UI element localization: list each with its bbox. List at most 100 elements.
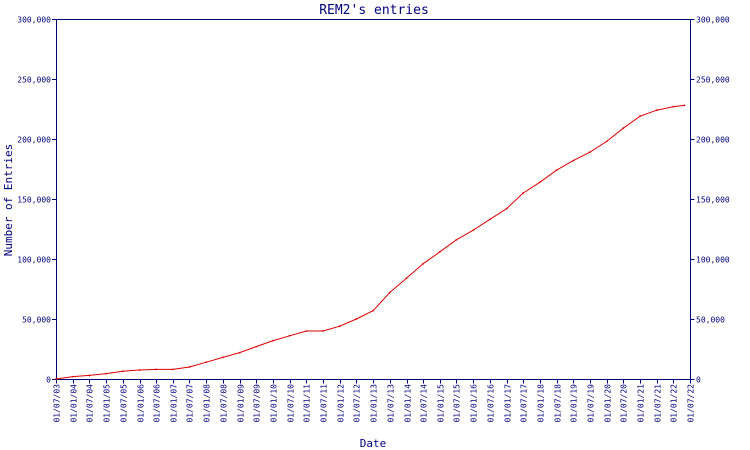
data-point xyxy=(605,140,608,143)
x-tick-label: 01/07/06 xyxy=(153,384,162,423)
y-tick-label-left: 250,000 xyxy=(17,76,51,85)
x-tick-label: 01/01/06 xyxy=(137,384,146,423)
data-point xyxy=(672,105,675,108)
data-point xyxy=(121,370,124,373)
y-tick-label-right: 200,000 xyxy=(696,136,730,145)
y-tick-label-right: 300,000 xyxy=(696,16,730,25)
y-tick-label-left: 150,000 xyxy=(17,196,51,205)
data-point xyxy=(372,309,375,312)
data-point xyxy=(422,262,424,265)
x-tick-label: 01/01/20 xyxy=(604,384,613,423)
x-tick-label: 01/07/12 xyxy=(353,384,362,423)
x-tick-label: 01/07/07 xyxy=(186,384,195,423)
data-point xyxy=(288,334,291,337)
y-tick-label-left: 50,000 xyxy=(22,316,51,325)
data-point xyxy=(555,169,558,172)
data-point xyxy=(589,151,591,154)
data-point xyxy=(338,325,341,328)
data-point xyxy=(138,369,141,371)
y-tick-label-left: 200,000 xyxy=(17,136,51,145)
y-tick-label-left: 100,000 xyxy=(17,256,51,265)
data-point xyxy=(105,372,108,375)
y-axis-left: 0 50,000 100,000 150,000 200,000 250,000 300,0… xyxy=(17,16,56,385)
y-tick-label-right: 250,000 xyxy=(696,76,730,85)
x-tick-label: 01/01/19 xyxy=(570,384,579,423)
data-point xyxy=(505,207,508,210)
series-line xyxy=(55,104,685,380)
x-tick-label: 01/07/17 xyxy=(520,384,529,423)
y-tick-label-left: 0 xyxy=(46,376,51,385)
y-tick-label-right: 150,000 xyxy=(696,196,730,205)
y-tick-label-left: 300,000 xyxy=(17,16,51,25)
data-point xyxy=(55,378,57,380)
x-tick-label: 01/07/13 xyxy=(387,384,396,423)
x-tick-label: 01/01/04 xyxy=(70,384,79,423)
x-tick-label: 01/07/21 xyxy=(654,384,663,423)
x-tick-label: 01/01/08 xyxy=(203,384,212,423)
x-tick-label: 01/07/05 xyxy=(120,384,129,423)
x-tick-label: 01/01/16 xyxy=(470,384,479,423)
x-tick-label: 01/01/14 xyxy=(404,384,413,423)
data-point xyxy=(622,127,625,130)
chart-title: REM2's entries xyxy=(319,3,429,18)
x-tick-label: 01/01/22 xyxy=(670,384,679,423)
x-axis-label: Date xyxy=(360,437,387,450)
x-tick-label: 01/07/03 xyxy=(53,384,62,423)
x-tick-label: 01/07/11 xyxy=(320,384,329,423)
y-axis-right: 0 50,000 100,000 150,000 200,000 250,000 300,0… xyxy=(690,16,730,385)
x-axis: 01/07/03 01/01/04 01/07/04 01/01/05 01/07/05… xyxy=(53,379,696,423)
x-tick-label: 01/07/14 xyxy=(420,384,429,423)
data-point xyxy=(238,351,241,354)
y-tick-label-right: 50,000 xyxy=(696,316,725,325)
data-point xyxy=(439,250,441,253)
y-tick-label-right: 0 xyxy=(696,376,701,385)
y-axis-label: Number of Entries xyxy=(2,144,15,257)
y-tick-label-right: 100,000 xyxy=(696,256,730,265)
x-tick-label: 01/07/04 xyxy=(86,384,95,423)
x-tick-label: 01/01/13 xyxy=(370,384,379,423)
data-point xyxy=(539,181,541,184)
data-point xyxy=(472,229,475,232)
data-point xyxy=(405,277,408,280)
series-points xyxy=(55,104,686,380)
data-point xyxy=(272,339,274,342)
x-tick-label: 01/07/22 xyxy=(687,384,696,423)
data-point xyxy=(655,109,658,112)
data-point xyxy=(488,218,491,221)
data-point xyxy=(71,375,74,378)
data-point xyxy=(683,104,686,107)
data-point xyxy=(322,330,324,332)
x-tick-label: 01/07/08 xyxy=(220,384,229,423)
x-tick-label: 01/01/11 xyxy=(303,384,312,423)
x-tick-label: 01/07/16 xyxy=(487,384,496,423)
data-point xyxy=(388,291,391,294)
data-point xyxy=(222,356,224,359)
data-point xyxy=(255,345,258,348)
x-tick-label: 01/07/10 xyxy=(287,384,296,423)
x-tick-label: 01/01/10 xyxy=(270,384,279,423)
data-point xyxy=(639,115,641,118)
data-point xyxy=(205,361,208,364)
x-tick-label: 01/01/18 xyxy=(537,384,546,423)
x-tick-label: 01/01/17 xyxy=(504,384,513,423)
x-tick-label: 01/01/05 xyxy=(103,384,112,423)
data-point xyxy=(305,330,308,332)
data-point xyxy=(572,159,575,162)
x-tick-label: 01/01/15 xyxy=(437,384,446,423)
x-tick-label: 01/07/18 xyxy=(554,384,563,423)
x-tick-label: 01/01/12 xyxy=(337,384,346,423)
x-tick-label: 01/07/15 xyxy=(453,384,462,423)
data-point xyxy=(355,318,358,320)
x-tick-label: 01/01/09 xyxy=(237,384,246,423)
x-tick-label: 01/07/19 xyxy=(587,384,596,423)
data-point xyxy=(188,366,191,368)
plot-frame xyxy=(56,19,691,380)
data-point xyxy=(155,368,158,371)
x-tick-label: 01/01/07 xyxy=(170,384,179,423)
x-tick-label: 01/01/21 xyxy=(637,384,646,423)
data-point xyxy=(88,374,91,377)
data-point xyxy=(172,368,174,371)
data-point xyxy=(522,192,525,194)
x-tick-label: 01/07/09 xyxy=(253,384,262,423)
